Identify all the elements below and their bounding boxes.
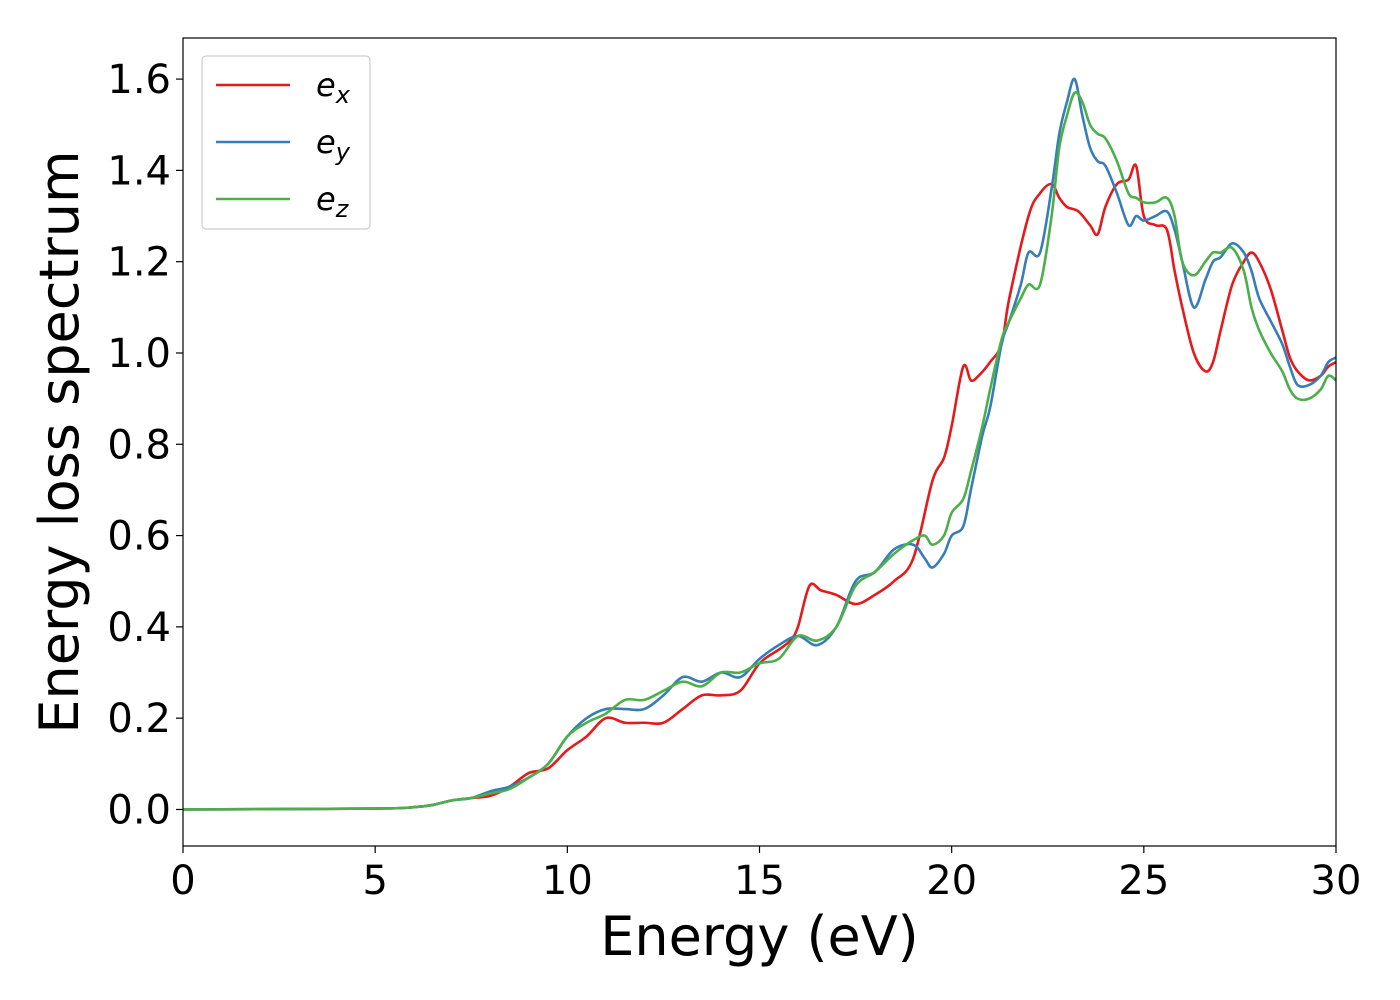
y-tick-label: 0.6 bbox=[107, 514, 171, 560]
x-axis-title: Energy (eV) bbox=[600, 905, 919, 968]
series-line-e-z bbox=[183, 90, 1336, 811]
legend-label-z: ez bbox=[316, 180, 350, 223]
x-tick-label: 25 bbox=[1118, 858, 1169, 904]
legend: ex ey ez bbox=[201, 55, 371, 230]
y-tick-label: 1.0 bbox=[107, 331, 171, 377]
y-tick-label: 0.8 bbox=[107, 422, 171, 468]
y-tick-label: 1.4 bbox=[107, 148, 171, 194]
x-tick-label: 5 bbox=[362, 858, 387, 904]
y-tick-label: 1.6 bbox=[107, 57, 171, 103]
series-line-e-x bbox=[183, 163, 1336, 811]
y-tick-label: 1.2 bbox=[107, 240, 171, 286]
y-tick-label: 0.0 bbox=[107, 787, 171, 833]
x-tick-label: 10 bbox=[542, 858, 593, 904]
y-axis-title: Energy loss spectrum bbox=[28, 150, 91, 733]
x-tick-label: 15 bbox=[734, 858, 785, 904]
axes-layer: 0 5 10 15 20 25 30 0.0 0.2 0.4 0.6 0.8 1.0 1.2 1.4 1.6 bbox=[107, 37, 1362, 904]
x-tick-label: 20 bbox=[926, 858, 977, 904]
y-tick-label: 0.4 bbox=[107, 605, 171, 651]
x-tick-label: 0 bbox=[170, 858, 195, 904]
y-tick-label: 0.2 bbox=[107, 696, 171, 742]
x-tick-label: 30 bbox=[1311, 858, 1362, 904]
legend-label-y: ey bbox=[316, 123, 351, 166]
series-line-e-y bbox=[183, 77, 1336, 811]
series-layer bbox=[183, 77, 1336, 811]
legend-label-x: ex bbox=[316, 66, 351, 109]
